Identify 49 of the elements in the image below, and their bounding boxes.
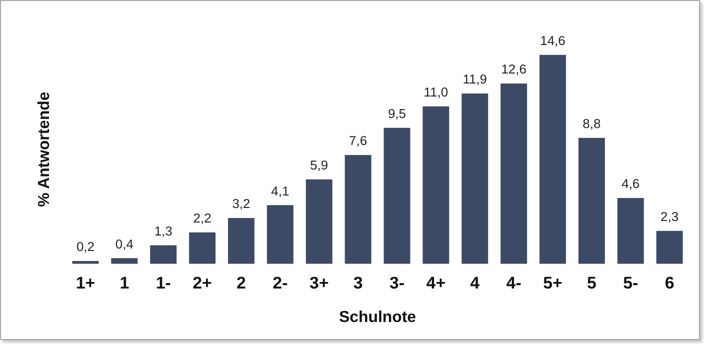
x-tick-label: 5+ xyxy=(543,274,563,293)
data-label: 3,2 xyxy=(232,196,250,212)
data-label: 12,6 xyxy=(501,62,526,77)
x-tick-label: 1 xyxy=(120,274,130,293)
data-label: 0,4 xyxy=(115,236,134,252)
bar xyxy=(111,258,138,264)
x-tick-label: 3+ xyxy=(309,274,329,293)
data-label: 1,3 xyxy=(154,223,172,238)
data-label: 14,6 xyxy=(540,32,566,48)
x-tick-label: 4+ xyxy=(426,274,446,293)
x-tick-label: 1- xyxy=(156,274,171,293)
data-label: 8,8 xyxy=(582,116,601,131)
bar xyxy=(500,83,528,264)
x-tick-label: 2- xyxy=(272,274,288,293)
data-label: 11,9 xyxy=(462,72,488,87)
x-tick-label: 3 xyxy=(353,274,363,293)
bar xyxy=(578,138,605,264)
x-tick-label: 2 xyxy=(236,274,246,293)
x-tick-label: 3- xyxy=(389,274,405,293)
bar xyxy=(422,106,450,264)
x-tick-label: 5 xyxy=(586,274,596,293)
bar xyxy=(540,54,566,264)
x-tick-label: 2+ xyxy=(192,274,212,293)
x-tick-label: 4 xyxy=(470,274,480,293)
x-tick-label: 6 xyxy=(664,274,674,293)
data-label: 0,2 xyxy=(76,239,94,254)
x-axis-title: Schulnote xyxy=(338,308,416,326)
y-axis-title: % Antwortende xyxy=(36,92,53,207)
bar xyxy=(189,232,216,264)
bar xyxy=(150,245,177,264)
data-label: 9,5 xyxy=(388,106,406,121)
data-label: 5,9 xyxy=(310,158,328,173)
bar xyxy=(266,205,294,264)
data-label: 4,6 xyxy=(622,176,640,192)
bar xyxy=(617,198,644,264)
x-tick-label: 1+ xyxy=(76,274,96,293)
data-label: 2,2 xyxy=(193,210,212,226)
data-label: 11,0 xyxy=(424,84,448,100)
x-tick-label: 4- xyxy=(506,274,522,293)
data-label: 4,1 xyxy=(271,183,290,198)
x-tick-label: 5- xyxy=(623,274,638,293)
bar xyxy=(306,179,332,264)
bar xyxy=(384,128,410,264)
bar xyxy=(656,230,683,264)
bar xyxy=(462,93,488,264)
bar xyxy=(344,155,372,264)
bar xyxy=(228,218,254,264)
data-label: 7,6 xyxy=(349,133,368,148)
data-label: 2,3 xyxy=(660,209,679,224)
